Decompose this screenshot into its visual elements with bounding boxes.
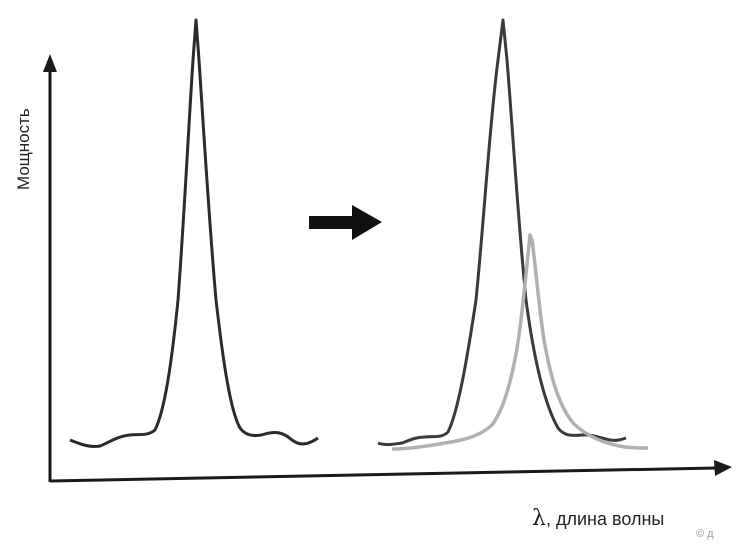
y-axis-label: Мощность bbox=[14, 108, 33, 190]
arrow-right-icon bbox=[309, 205, 382, 240]
y-axis-arrowhead bbox=[43, 54, 57, 72]
corner-watermark: © д bbox=[696, 528, 714, 540]
right-spectrum-curve-shifted bbox=[391, 233, 649, 451]
right-spectrum-curve-original bbox=[377, 18, 627, 447]
left-spectrum-curve bbox=[69, 18, 319, 448]
x-axis-label: , длина волны bbox=[545, 509, 665, 529]
lambda-symbol: λ bbox=[532, 506, 546, 531]
x-axis-arrowhead bbox=[714, 460, 732, 476]
x-axis-label-group: λ, длина волны bbox=[532, 506, 664, 531]
x-axis bbox=[49, 466, 717, 483]
